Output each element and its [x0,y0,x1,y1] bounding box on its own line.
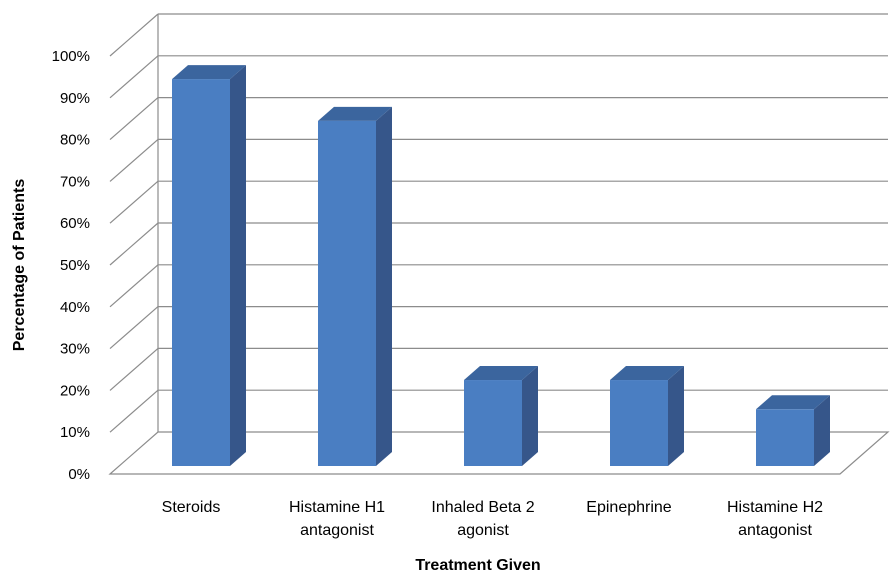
y-axis-title: Percentage of Patients [11,179,28,352]
bar [610,366,684,466]
gridline-side-wall [109,97,159,141]
gridline-side-wall [109,347,159,391]
bar-top [464,366,538,381]
x-tick-label: Steroids [162,499,221,516]
bar-side [814,395,830,466]
x-axis-title: Treatment Given [415,557,540,574]
bar [464,366,538,466]
bar-front [610,380,668,466]
x-tick-label: Histamine H1 antagonist [289,499,385,539]
y-tick-label: 70% [60,173,90,190]
y-tick-label: 80% [60,132,90,149]
gridline-side-wall [109,55,159,99]
y-tick-label: 90% [60,90,90,107]
bar [172,65,246,466]
y-tick-label: 20% [60,382,90,399]
bar [756,395,830,466]
chart-gridlines [108,13,890,475]
x-tick-label: Inhaled Beta 2 agonist [431,499,534,539]
bar-front [756,409,814,466]
y-axis-tick-labels: 0% 10% 20% 30% 40% 50% 60% 70% 80% 90% 100% [52,48,90,483]
x-tick-label: Epinephrine [586,499,672,516]
bar-side [230,65,246,466]
chart-bars [172,65,830,466]
gridline-side-wall [109,306,159,350]
x-tick-label: Histamine H2 antagonist [727,499,823,539]
bar-top [756,395,830,410]
gridline-side-wall [109,138,159,182]
bar-front [318,120,376,466]
gridline-side-wall [109,264,159,308]
bar-side [668,366,684,466]
y-tick-label: 30% [60,341,90,358]
bar [318,106,392,466]
bar-top [318,106,392,121]
y-tick-label: 10% [60,424,90,441]
y-tick-label: 0% [68,466,90,483]
bar-front [464,380,522,466]
x-axis-category-labels: Steroids Histamine H1 antagonist Inhaled Be… [162,499,823,539]
y-tick-label: 60% [60,215,90,232]
bar-top [172,65,246,80]
gridline-side-wall [109,180,159,224]
bar-top [610,366,684,381]
gridline-side-wall [109,389,159,433]
y-tick-label: 100% [52,48,90,65]
y-tick-label: 40% [60,299,90,316]
bar-side [376,106,392,466]
bar-front [172,79,230,466]
gridline-side-wall [109,13,159,57]
y-tick-label: 50% [60,257,90,274]
bar-side [522,366,538,466]
gridline-side-wall [109,222,159,266]
chart-floor [108,431,890,475]
